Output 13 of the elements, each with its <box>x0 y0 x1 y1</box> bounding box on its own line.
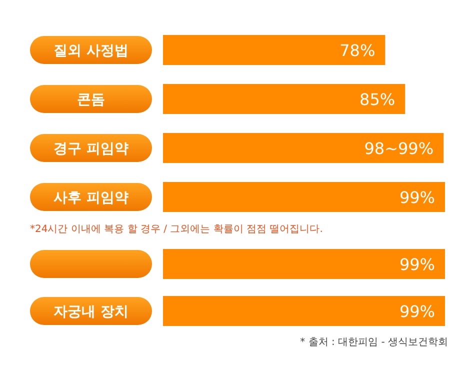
y-tick-label: 콘돔 <box>77 92 105 108</box>
data-label: 99% <box>399 188 435 207</box>
annotation: *24시간 이내에 복용 할 경우 / 그외에는 확률이 점점 떨어집니다. <box>30 224 323 235</box>
y-tick-label: 사후 피임약 <box>54 190 128 206</box>
y-tick-label: 질외 사정법 <box>54 43 128 59</box>
text: * 출처 : 대한피임 - 생식보건학회 <box>300 337 448 348</box>
y-tick-label: 자궁내 장치 <box>54 304 128 320</box>
y-tick-label: 경구 피임약 <box>54 141 128 157</box>
data-label: 85% <box>360 90 396 109</box>
data-label: 99% <box>399 255 435 274</box>
data-label: 78% <box>340 41 376 60</box>
data-label: 99% <box>399 302 435 321</box>
data-label: 98~99% <box>364 139 434 158</box>
